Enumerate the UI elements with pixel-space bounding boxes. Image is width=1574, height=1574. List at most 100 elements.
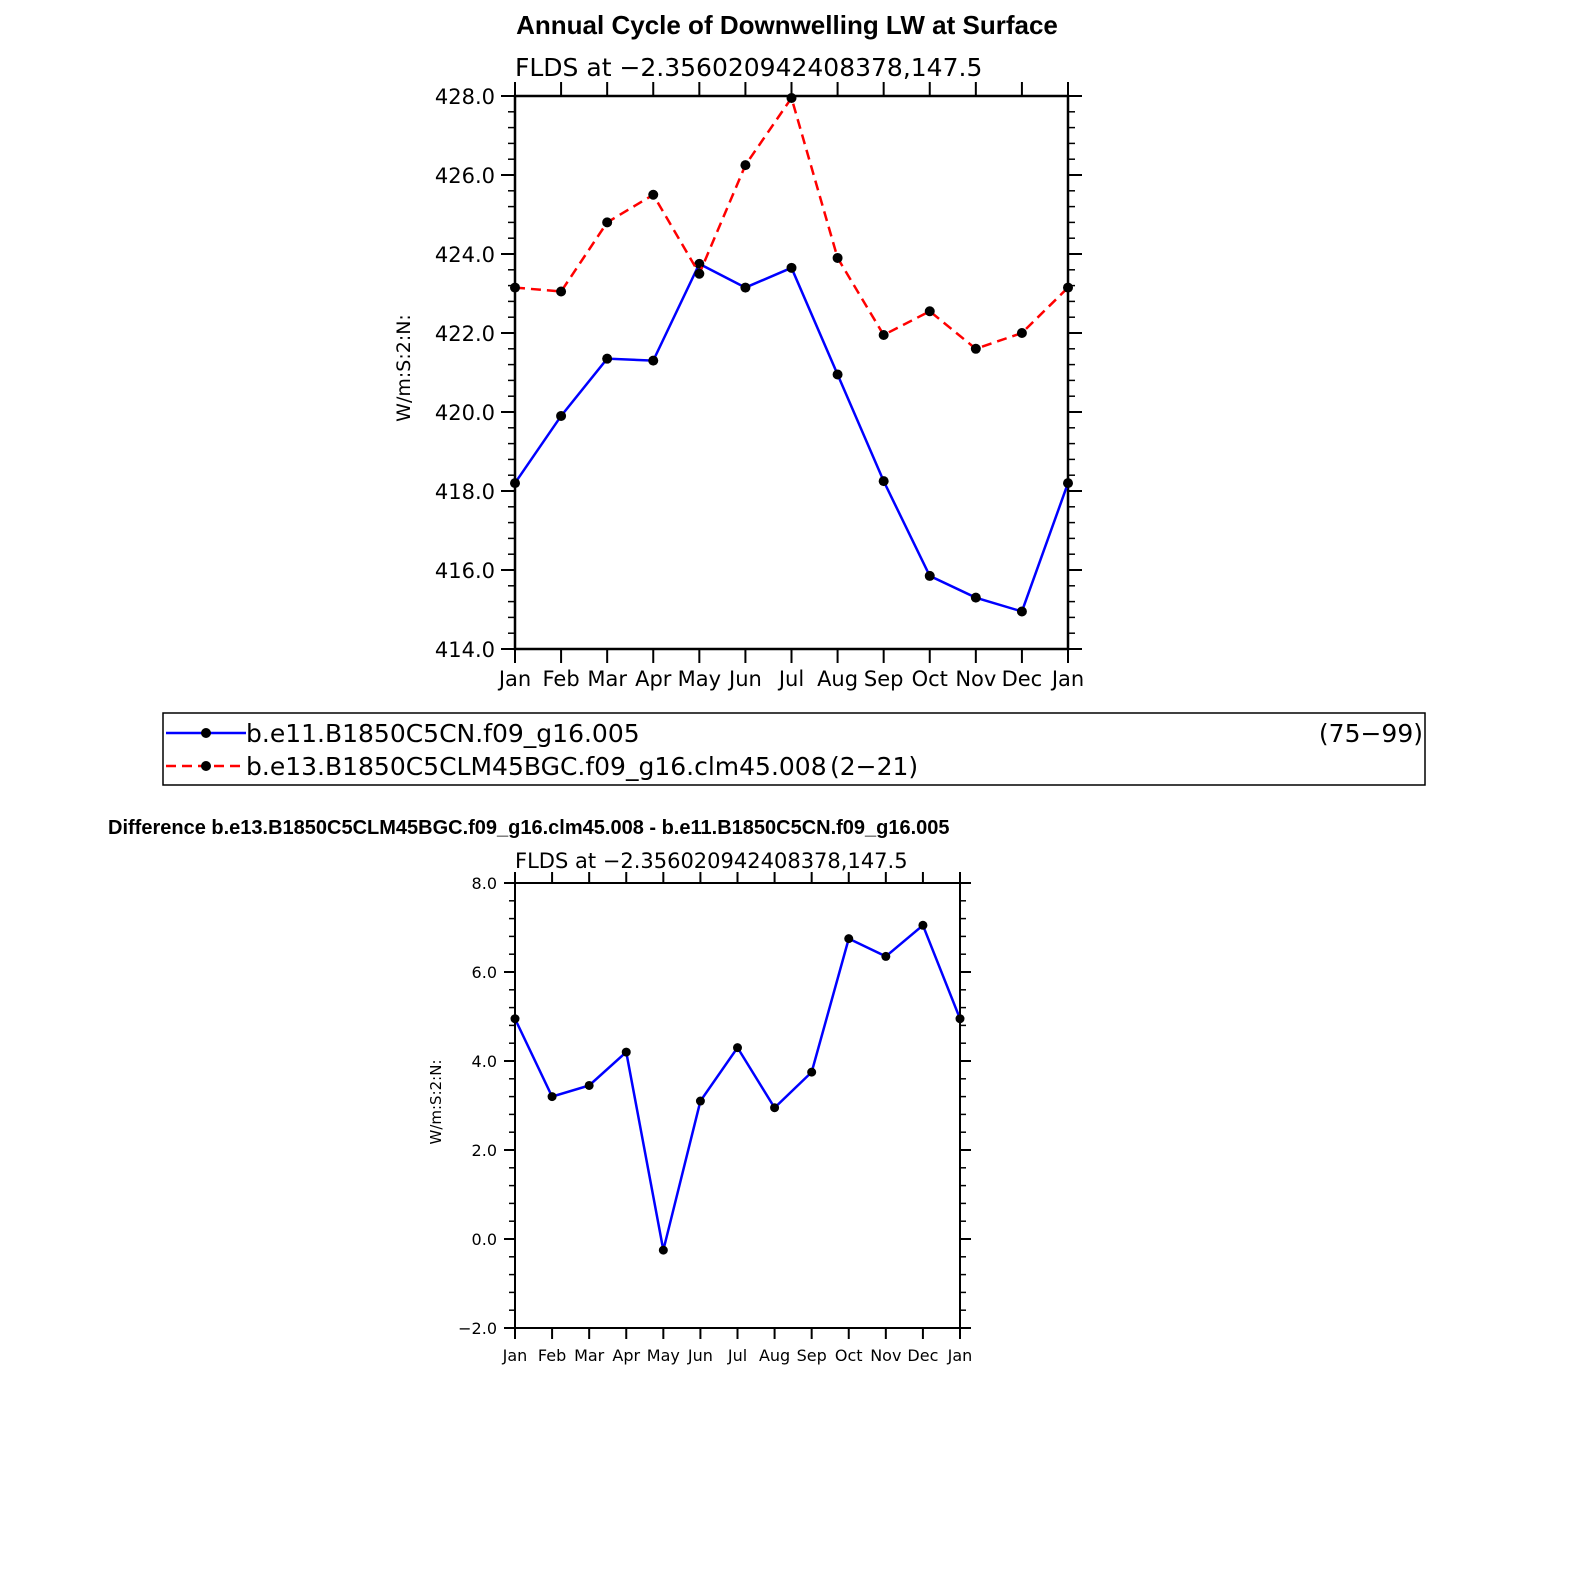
series-1-point — [1016, 606, 1027, 617]
x-tick-label: Jun — [727, 667, 762, 691]
series-1-point — [740, 282, 751, 293]
legend-years-series-2: (2−21) — [830, 752, 918, 781]
legend-frame — [162, 712, 1426, 786]
series-1-point — [648, 355, 659, 366]
x-tick-label: Aug — [759, 1346, 790, 1365]
chart-title: Annual Cycle of Downwelling LW at Surfac… — [516, 10, 1058, 40]
x-tick-label: Dec — [907, 1346, 938, 1365]
x-tick-label: Jan — [497, 667, 531, 691]
series-2-point — [786, 92, 797, 103]
series-2-point — [878, 329, 889, 340]
y-tick-labels: 414.0 416.0 418.0 420.0 422.0 424.0 426.0 428.0 — [435, 85, 495, 662]
plot-frame — [513, 94, 1070, 651]
x-tick-label: May — [678, 667, 721, 691]
series-2-point — [648, 189, 659, 200]
series-1-point — [510, 478, 520, 489]
x-tick-label: Jan — [1050, 667, 1084, 691]
series-2-point — [602, 217, 613, 228]
series-1-point — [556, 410, 567, 421]
x-tick-label: Oct — [835, 1346, 863, 1365]
series-1-point — [881, 951, 891, 961]
difference-y-axis-label: W/m:S:2:N: — [427, 1060, 445, 1145]
series-1-point — [970, 592, 981, 603]
series-1-point — [955, 1014, 965, 1024]
x-tick-labels: Jan Feb Mar Apr May Jun Jul Aug Sep Oct Nov Dec Jan — [497, 667, 1084, 691]
series-1-point — [844, 934, 854, 944]
y-tick-label: 426.0 — [435, 164, 495, 188]
series-1-point — [1063, 478, 1073, 489]
x-tick-label: Jun — [687, 1346, 713, 1365]
y-tick-label: 4.0 — [472, 1052, 497, 1071]
y-tick-label: 420.0 — [435, 401, 495, 425]
series-1-point — [510, 1014, 520, 1024]
x-tick-label: Nov — [870, 1346, 901, 1365]
series-1-point — [786, 262, 797, 273]
series-group — [510, 92, 1073, 617]
series-1-point — [695, 1096, 705, 1106]
x-tick-label: Sep — [864, 667, 904, 691]
y-tick-label: −2.0 — [458, 1319, 497, 1338]
series-line-1 — [513, 923, 962, 1251]
y-tick-label: 424.0 — [435, 243, 495, 267]
series-1-point — [584, 1080, 594, 1090]
series-2-point — [510, 282, 520, 293]
difference-subtitle: FLDS at −2.356020942408378,147.5 — [515, 849, 908, 873]
x-tick-label: Oct — [912, 667, 948, 691]
series-1-point — [832, 369, 843, 380]
legend-label-series-2: b.e13.B1850C5CLM45BGC.f09_g16.clm45.008 — [246, 752, 827, 781]
legend-marker-red — [201, 761, 211, 771]
legend-years-series-1: (75−99) — [1319, 719, 1423, 748]
difference-chart: Difference b.e13.B1850C5CLM45BGC.f09_g16… — [108, 817, 972, 1365]
legend-marker-blue — [201, 728, 211, 738]
difference-y-tick-labels: −2.0 0.0 2.0 4.0 6.0 8.0 — [458, 874, 497, 1338]
x-tick-label: Jul — [727, 1346, 747, 1365]
series-1-point — [807, 1067, 817, 1077]
x-tick-label: May — [647, 1346, 680, 1365]
series-1-point — [602, 353, 613, 364]
legend: b.e11.B1850C5CN.f09_g16.005 (75−99) b.e1… — [162, 712, 1426, 786]
series-2-point — [970, 343, 981, 354]
x-tick-label: Mar — [574, 1346, 605, 1365]
series-1-point — [658, 1245, 668, 1255]
x-tick-label: Aug — [817, 667, 858, 691]
x-tick-label: Jan — [947, 1346, 973, 1365]
x-tick-label: Jan — [502, 1346, 528, 1365]
x-tick-label: Dec — [1002, 667, 1043, 691]
y-tick-label: 2.0 — [472, 1141, 497, 1160]
x-tick-label: Nov — [955, 667, 996, 691]
axis-ticks — [501, 82, 1082, 663]
difference-title: Difference b.e13.B1850C5CLM45BGC.f09_g16… — [108, 817, 950, 839]
y-tick-label: 416.0 — [435, 559, 495, 583]
difference-x-tick-labels: Jan Feb Mar Apr May Jun Jul Aug Sep Oct Nov Dec Jan — [502, 1346, 973, 1365]
series-line-1 — [513, 262, 1070, 614]
series-1-point — [694, 258, 705, 269]
y-tick-label: 428.0 — [435, 85, 495, 109]
series-2-point — [556, 286, 567, 297]
x-tick-label: Apr — [612, 1346, 640, 1365]
x-tick-label: Mar — [587, 667, 627, 691]
y-tick-label: 414.0 — [435, 638, 495, 662]
difference-series-group — [510, 920, 965, 1255]
series-2-point — [924, 306, 935, 317]
y-tick-label: 8.0 — [472, 874, 497, 893]
series-1-point — [547, 1092, 557, 1102]
series-2-point — [1016, 328, 1027, 338]
y-tick-label: 0.0 — [472, 1230, 497, 1249]
series-1-point — [733, 1043, 742, 1053]
series-1-point — [924, 570, 935, 581]
series-2-point — [694, 268, 705, 279]
series-line-2 — [514, 95, 1069, 351]
x-tick-label: Sep — [797, 1346, 827, 1365]
y-axis-label: W/m:S:2:N: — [393, 314, 415, 422]
x-tick-label: Jul — [777, 667, 804, 691]
y-tick-label: 418.0 — [435, 480, 495, 504]
series-2-point — [832, 252, 843, 263]
series-2-point — [1063, 282, 1073, 293]
series-1-point — [621, 1047, 631, 1057]
difference-axis-ticks — [504, 872, 971, 1339]
x-tick-label: Feb — [542, 667, 579, 691]
legend-label-series-1: b.e11.B1850C5CN.f09_g16.005 — [246, 719, 640, 748]
x-tick-label: Feb — [538, 1346, 566, 1365]
series-1-point — [918, 920, 928, 930]
